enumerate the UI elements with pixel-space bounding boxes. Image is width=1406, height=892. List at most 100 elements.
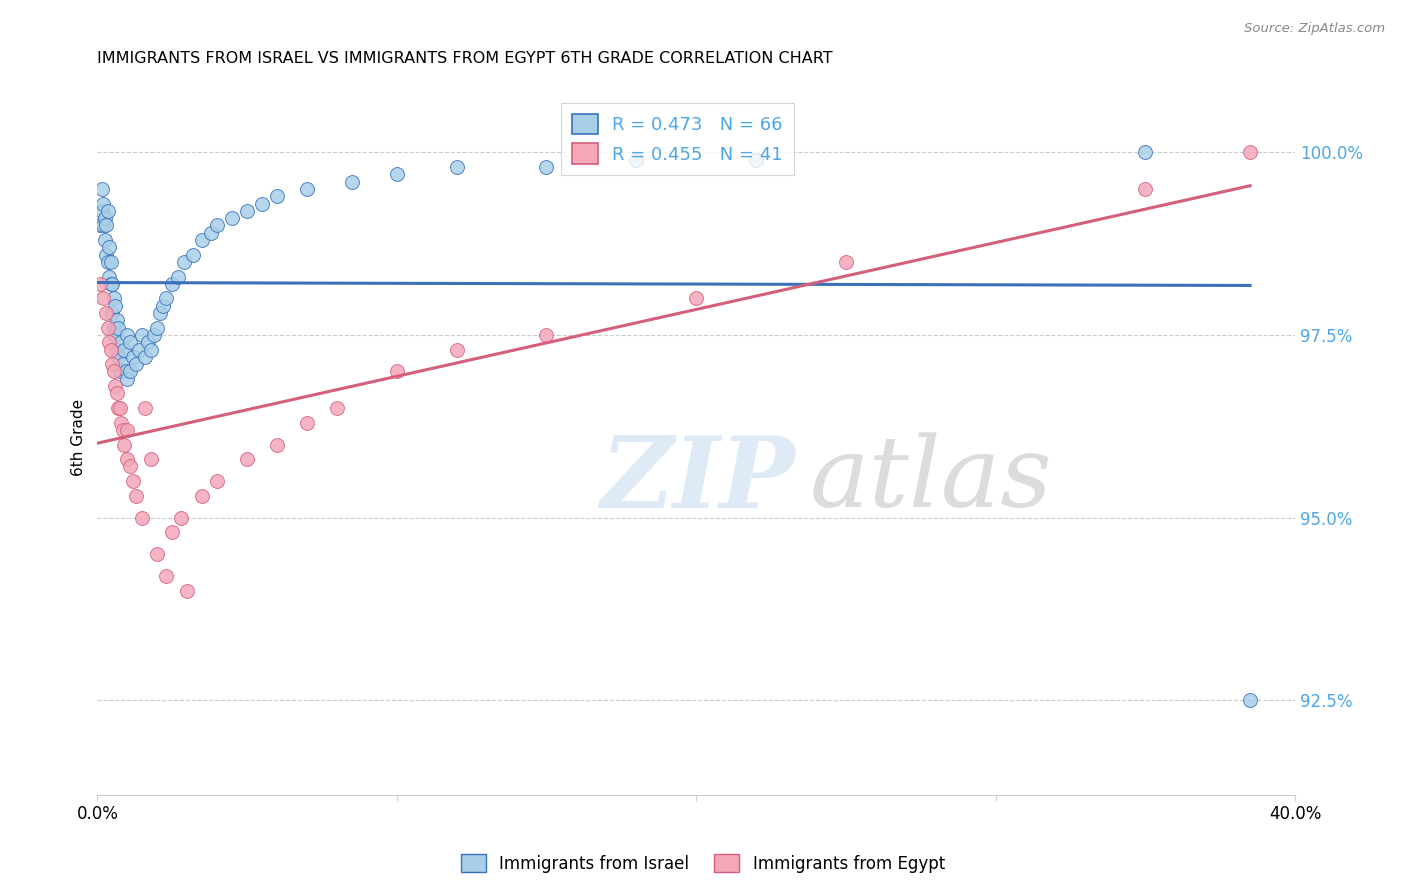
Point	[160, 277, 183, 291]
Point	[155, 292, 177, 306]
Point	[536, 328, 558, 343]
Point	[100, 343, 122, 357]
Point	[191, 233, 214, 247]
Point	[385, 364, 408, 378]
Point	[108, 401, 131, 415]
Point	[91, 196, 114, 211]
Point	[266, 189, 288, 203]
Point	[181, 247, 204, 261]
Point	[107, 320, 129, 334]
Point	[105, 343, 128, 357]
Legend: Immigrants from Israel, Immigrants from Egypt: Immigrants from Israel, Immigrants from …	[454, 847, 952, 880]
Point	[146, 547, 169, 561]
Y-axis label: 6th Grade: 6th Grade	[72, 399, 86, 475]
Point	[134, 350, 156, 364]
Point	[111, 423, 134, 437]
Point	[120, 459, 142, 474]
Point	[110, 335, 132, 350]
Point	[91, 292, 114, 306]
Point	[136, 335, 159, 350]
Point	[107, 350, 129, 364]
Text: ZIP: ZIP	[600, 432, 796, 528]
Point	[94, 211, 117, 226]
Point	[205, 474, 228, 488]
Text: Source: ZipAtlas.com: Source: ZipAtlas.com	[1244, 22, 1385, 36]
Point	[236, 452, 259, 467]
Point	[143, 328, 166, 343]
Legend: R = 0.473   N = 66, R = 0.455   N = 41: R = 0.473 N = 66, R = 0.455 N = 41	[561, 103, 793, 175]
Point	[104, 328, 127, 343]
Point	[91, 219, 114, 233]
Point	[266, 437, 288, 451]
Point	[173, 255, 195, 269]
Point	[90, 203, 112, 218]
Point	[104, 379, 127, 393]
Point	[122, 474, 145, 488]
Point	[152, 299, 174, 313]
Point	[98, 240, 121, 254]
Point	[134, 401, 156, 415]
Point	[125, 489, 148, 503]
Point	[117, 372, 139, 386]
Text: IMMIGRANTS FROM ISRAEL VS IMMIGRANTS FROM EGYPT 6TH GRADE CORRELATION CHART: IMMIGRANTS FROM ISRAEL VS IMMIGRANTS FRO…	[97, 51, 832, 66]
Point	[100, 277, 122, 291]
Point	[103, 320, 125, 334]
Point	[103, 364, 125, 378]
Point	[98, 335, 121, 350]
Point	[114, 364, 136, 378]
Point	[122, 350, 145, 364]
Point	[120, 335, 142, 350]
Point	[250, 196, 273, 211]
Point	[200, 226, 222, 240]
Point	[117, 423, 139, 437]
Point	[149, 306, 172, 320]
Point	[97, 203, 120, 218]
Point	[446, 160, 468, 174]
Point	[745, 153, 768, 167]
Point	[295, 416, 318, 430]
Point	[131, 328, 153, 343]
Point	[141, 343, 163, 357]
Point	[167, 269, 190, 284]
Point	[141, 452, 163, 467]
Point	[205, 219, 228, 233]
Point	[103, 292, 125, 306]
Point	[108, 364, 131, 378]
Point	[101, 277, 124, 291]
Point	[97, 255, 120, 269]
Point	[96, 306, 118, 320]
Point	[835, 255, 858, 269]
Point	[160, 525, 183, 540]
Point	[626, 153, 648, 167]
Point	[176, 583, 198, 598]
Point	[117, 328, 139, 343]
Point	[125, 357, 148, 371]
Point	[340, 175, 363, 189]
Point	[98, 269, 121, 284]
Point	[89, 277, 111, 291]
Point	[100, 255, 122, 269]
Text: atlas: atlas	[810, 433, 1053, 528]
Point	[1135, 145, 1157, 160]
Point	[536, 160, 558, 174]
Point	[1239, 693, 1261, 707]
Point	[94, 233, 117, 247]
Point	[89, 219, 111, 233]
Point	[131, 510, 153, 524]
Point	[90, 182, 112, 196]
Point	[446, 343, 468, 357]
Point	[236, 203, 259, 218]
Point	[191, 489, 214, 503]
Point	[105, 313, 128, 327]
Point	[96, 219, 118, 233]
Point	[120, 364, 142, 378]
Point	[1239, 145, 1261, 160]
Point	[128, 343, 150, 357]
Point	[385, 167, 408, 181]
Point	[111, 357, 134, 371]
Point	[117, 452, 139, 467]
Point	[155, 569, 177, 583]
Point	[685, 292, 707, 306]
Point	[112, 437, 135, 451]
Point	[96, 247, 118, 261]
